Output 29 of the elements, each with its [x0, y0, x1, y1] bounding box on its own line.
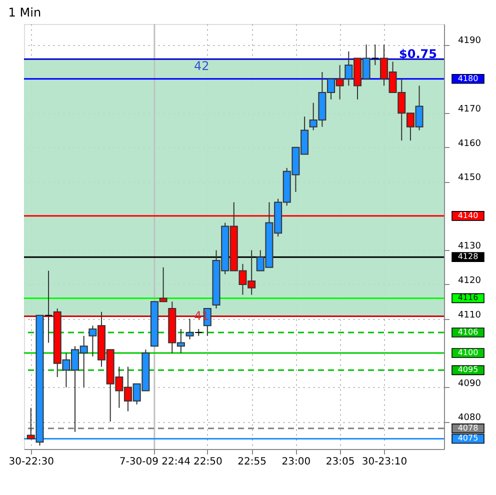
- ref-line-label: 4106: [458, 327, 478, 336]
- x-tick-label: 30-22:30: [8, 456, 54, 468]
- ref-line-label: 4078: [458, 423, 478, 432]
- chart-title: 1 Min: [8, 5, 42, 20]
- y-tick-label: 4090: [458, 378, 482, 389]
- ref-line-label: 4100: [458, 348, 478, 358]
- ref-line-label: 4180: [458, 74, 478, 83]
- annotation: 42: [194, 59, 210, 73]
- x-tick-label: 22:55: [238, 456, 266, 468]
- annotation: 41: [194, 309, 210, 323]
- x-tick-label: 7-30-09 22:44: [119, 456, 190, 468]
- x-tick-label: 23:05: [326, 456, 355, 468]
- y-tick-label: 4110: [458, 310, 482, 320]
- x-tick-label: 30-23:10: [362, 456, 408, 468]
- x-tick-label: 23:00: [282, 456, 311, 468]
- ref-line-label: 4116: [458, 293, 478, 302]
- y-tick-label: 4080: [458, 413, 482, 424]
- x-tick-label: 22:50: [194, 456, 222, 468]
- y-tick-label: 4130: [458, 242, 482, 252]
- y-tick-label: 4150: [458, 173, 482, 184]
- ref-line-label: 4075: [458, 434, 478, 443]
- y-tick-label: 4190: [458, 36, 482, 46]
- annotation: $0.75: [399, 47, 437, 61]
- ref-line-label: 4140: [458, 210, 478, 220]
- y-tick-label: 4160: [458, 138, 482, 149]
- y-tick-label: 4120: [458, 276, 482, 286]
- ref-line-label: 4095: [458, 365, 478, 374]
- y-tick-label: 4170: [458, 104, 482, 115]
- ref-line-label: 4128: [458, 252, 478, 262]
